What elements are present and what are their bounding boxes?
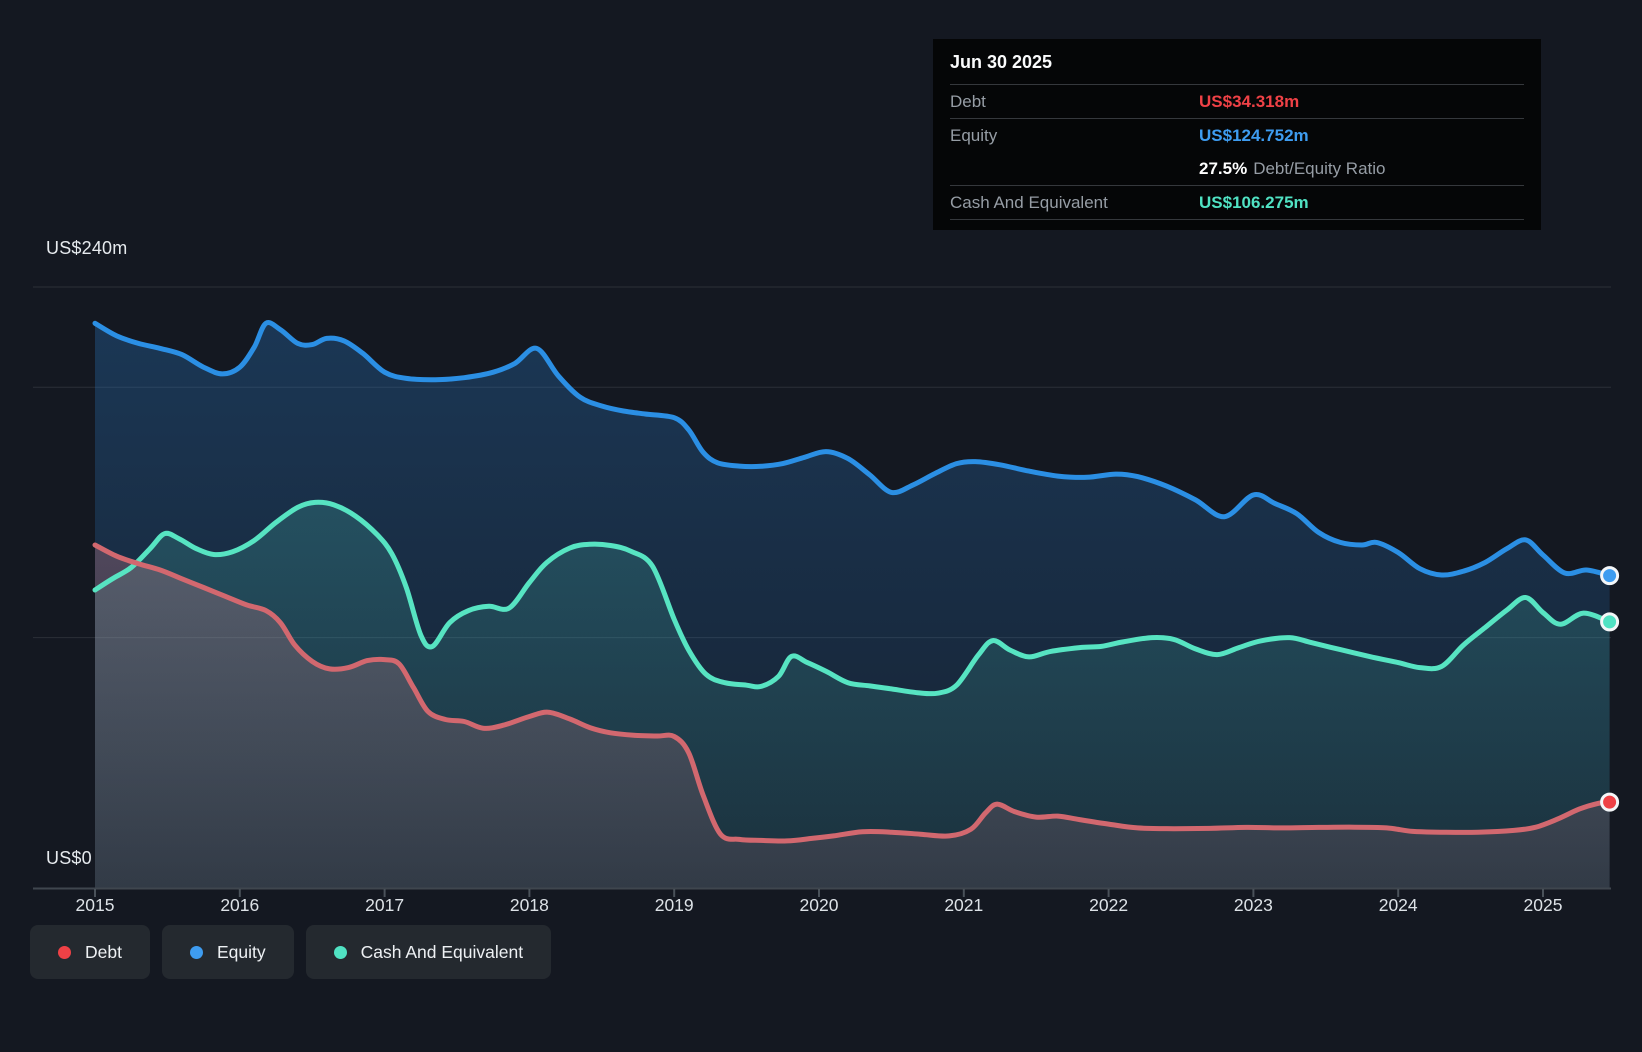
- x-label-2016: 2016: [220, 895, 259, 915]
- x-label-2017: 2017: [365, 895, 404, 915]
- chart-legend: Debt Equity Cash And Equivalent: [30, 925, 552, 979]
- debt-dot-icon: [58, 945, 71, 959]
- tooltip-debt-value: US$34.318m: [1199, 91, 1300, 111]
- legend-equity-label: Equity: [216, 941, 266, 962]
- legend-debt-label: Debt: [85, 941, 122, 962]
- cash-line: [92, 499, 1613, 697]
- x-label-2021: 2021: [944, 895, 983, 915]
- tooltip-debt-label: Debt: [950, 91, 986, 111]
- tooltip-date: Jun 30 2025: [950, 39, 1524, 85]
- legend-item-equity[interactable]: Equity: [161, 925, 294, 979]
- tooltip-cash-label: Cash And Equivalent: [950, 192, 1108, 212]
- debt-endpoint-dot: [1600, 792, 1620, 812]
- x-label-2022: 2022: [1089, 895, 1128, 915]
- x-label-2023: 2023: [1234, 895, 1273, 915]
- x-label-2025: 2025: [1524, 895, 1563, 915]
- tooltip-cash-row: Cash And Equivalent US$106.275m: [950, 186, 1524, 219]
- cash-endpoint-dot: [1600, 612, 1620, 632]
- tooltip-ratio-value: 27.5%: [1199, 158, 1248, 178]
- debt-area: [95, 545, 1610, 888]
- tooltip-ratio-row: 27.5% Debt/Equity Ratio: [950, 152, 1524, 186]
- chart-tooltip: Jun 30 2025 Debt US$34.318m Equity US$12…: [933, 39, 1541, 230]
- tooltip-equity-value: US$124.752m: [1199, 125, 1309, 145]
- series-lines: [92, 320, 1613, 844]
- y-axis-max-label: US$240m: [46, 238, 128, 258]
- legend-cash-label: Cash And Equivalent: [360, 941, 524, 962]
- tooltip-equity-row: Equity US$124.752m: [950, 119, 1524, 152]
- equity-line: [92, 320, 1613, 579]
- x-label-2019: 2019: [655, 895, 694, 915]
- series-areas: [95, 322, 1610, 888]
- equity-dot-icon: [189, 945, 203, 959]
- x-label-2015: 2015: [76, 895, 115, 915]
- legend-item-debt[interactable]: Debt: [30, 925, 150, 979]
- tooltip-cash-value: US$106.275m: [1199, 192, 1309, 212]
- tooltip-equity-label: Equity: [950, 125, 998, 145]
- x-axis: 2015 2016 2017 2018 2019 2020 2021 2022 2023 2024…: [33, 887, 1611, 915]
- cash-dot-icon: [333, 945, 347, 959]
- series-endpoint-dots: [1600, 566, 1620, 812]
- tooltip-ratio-label: Debt/Equity Ratio: [1253, 158, 1386, 178]
- x-label-2020: 2020: [800, 895, 839, 915]
- equity-endpoint-dot: [1600, 566, 1620, 586]
- x-label-2024: 2024: [1379, 895, 1418, 915]
- legend-item-cash[interactable]: Cash And Equivalent: [305, 925, 552, 979]
- tooltip-debt-row: Debt US$34.318m: [950, 85, 1524, 119]
- x-label-2018: 2018: [510, 895, 549, 915]
- y-axis-zero-label: US$0: [46, 848, 92, 868]
- debt-line: [92, 542, 1613, 844]
